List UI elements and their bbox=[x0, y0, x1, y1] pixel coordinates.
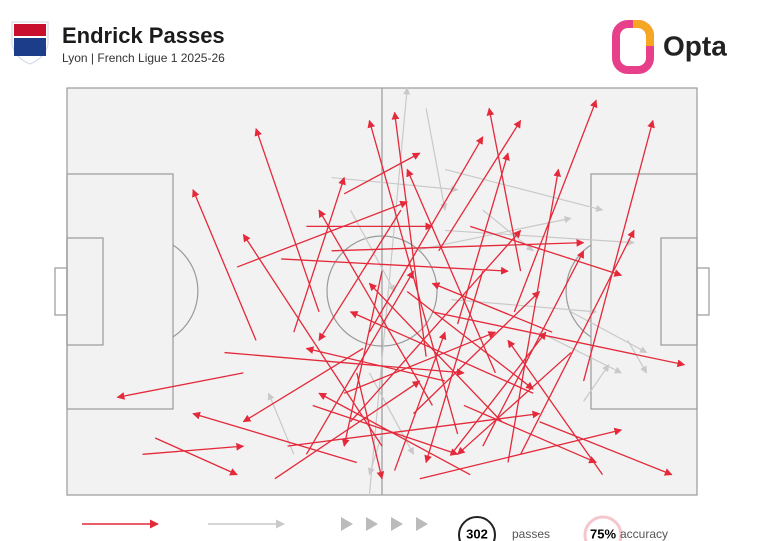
club-badge bbox=[11, 21, 49, 65]
completed-pass bbox=[254, 127, 320, 313]
completed-pass bbox=[457, 352, 572, 455]
stat-circle bbox=[583, 515, 623, 541]
incomplete-pass bbox=[627, 340, 648, 374]
completed-pass bbox=[192, 189, 257, 341]
completed-pass bbox=[318, 209, 402, 342]
passes bbox=[116, 87, 686, 496]
completed-pass bbox=[432, 311, 686, 368]
brand-name: Opta bbox=[663, 30, 727, 61]
completed-pass bbox=[539, 421, 673, 476]
incomplete-pass bbox=[349, 209, 396, 293]
completed-pass bbox=[406, 290, 534, 390]
completed-pass bbox=[470, 225, 623, 277]
incomplete-pass bbox=[425, 108, 448, 211]
stat-accuracy: 75% bbox=[590, 526, 616, 541]
stat-circle bbox=[458, 516, 496, 541]
completed-pass bbox=[192, 411, 357, 464]
completed-pass bbox=[450, 331, 547, 455]
completed-pass bbox=[406, 168, 496, 374]
completed-pass bbox=[513, 99, 598, 313]
incomplete-pass bbox=[444, 229, 635, 246]
completed-pass bbox=[281, 258, 509, 275]
stat-passes: 302 bbox=[466, 526, 488, 541]
legend: 302 passes 75% accuracy bbox=[82, 515, 668, 541]
completed-pass bbox=[356, 372, 385, 480]
completed-pass bbox=[331, 238, 585, 252]
completed-pass bbox=[350, 229, 522, 423]
completed-pass bbox=[236, 200, 408, 268]
completed-pass bbox=[391, 111, 427, 357]
stat-label: passes bbox=[512, 527, 550, 541]
incomplete-pass bbox=[451, 299, 597, 315]
completed-pass bbox=[341, 271, 383, 447]
subtitle: Lyon | French Ligue 1 2025-26 bbox=[62, 51, 225, 65]
incomplete-pass bbox=[444, 168, 604, 212]
completed-pass bbox=[419, 427, 623, 480]
incomplete-pass bbox=[331, 176, 459, 193]
completed-pass bbox=[242, 347, 364, 423]
incomplete-pass bbox=[570, 311, 648, 354]
completed-pass bbox=[318, 392, 471, 476]
completed-pass bbox=[349, 311, 534, 394]
completed-pass bbox=[318, 209, 433, 406]
title: Endrick Passes bbox=[62, 23, 225, 48]
completed-pass bbox=[463, 404, 597, 464]
completed-pass bbox=[368, 136, 484, 333]
completed-pass bbox=[242, 233, 383, 447]
incomplete-pass bbox=[583, 364, 610, 402]
completed-pass bbox=[438, 119, 522, 252]
completed-pass bbox=[486, 107, 522, 272]
completed-pass bbox=[224, 351, 465, 377]
completed-pass bbox=[413, 290, 541, 415]
completed-pass bbox=[116, 372, 244, 400]
completed-pass bbox=[154, 437, 238, 476]
completed-pass bbox=[393, 331, 447, 471]
brand-logo: Opta bbox=[612, 20, 727, 74]
completed-pass bbox=[582, 119, 655, 382]
completed-pass bbox=[293, 176, 346, 333]
stat-label: accuracy bbox=[620, 527, 668, 541]
completed-pass bbox=[343, 152, 421, 195]
completed-pass bbox=[507, 339, 604, 476]
completed-pass bbox=[142, 442, 245, 455]
completed-pass bbox=[456, 152, 510, 325]
completed-pass bbox=[343, 331, 497, 394]
completed-pass bbox=[431, 282, 553, 333]
completed-pass bbox=[424, 270, 484, 464]
completed-pass bbox=[312, 404, 459, 456]
completed-pass bbox=[368, 282, 503, 423]
completed-pass bbox=[305, 270, 415, 455]
